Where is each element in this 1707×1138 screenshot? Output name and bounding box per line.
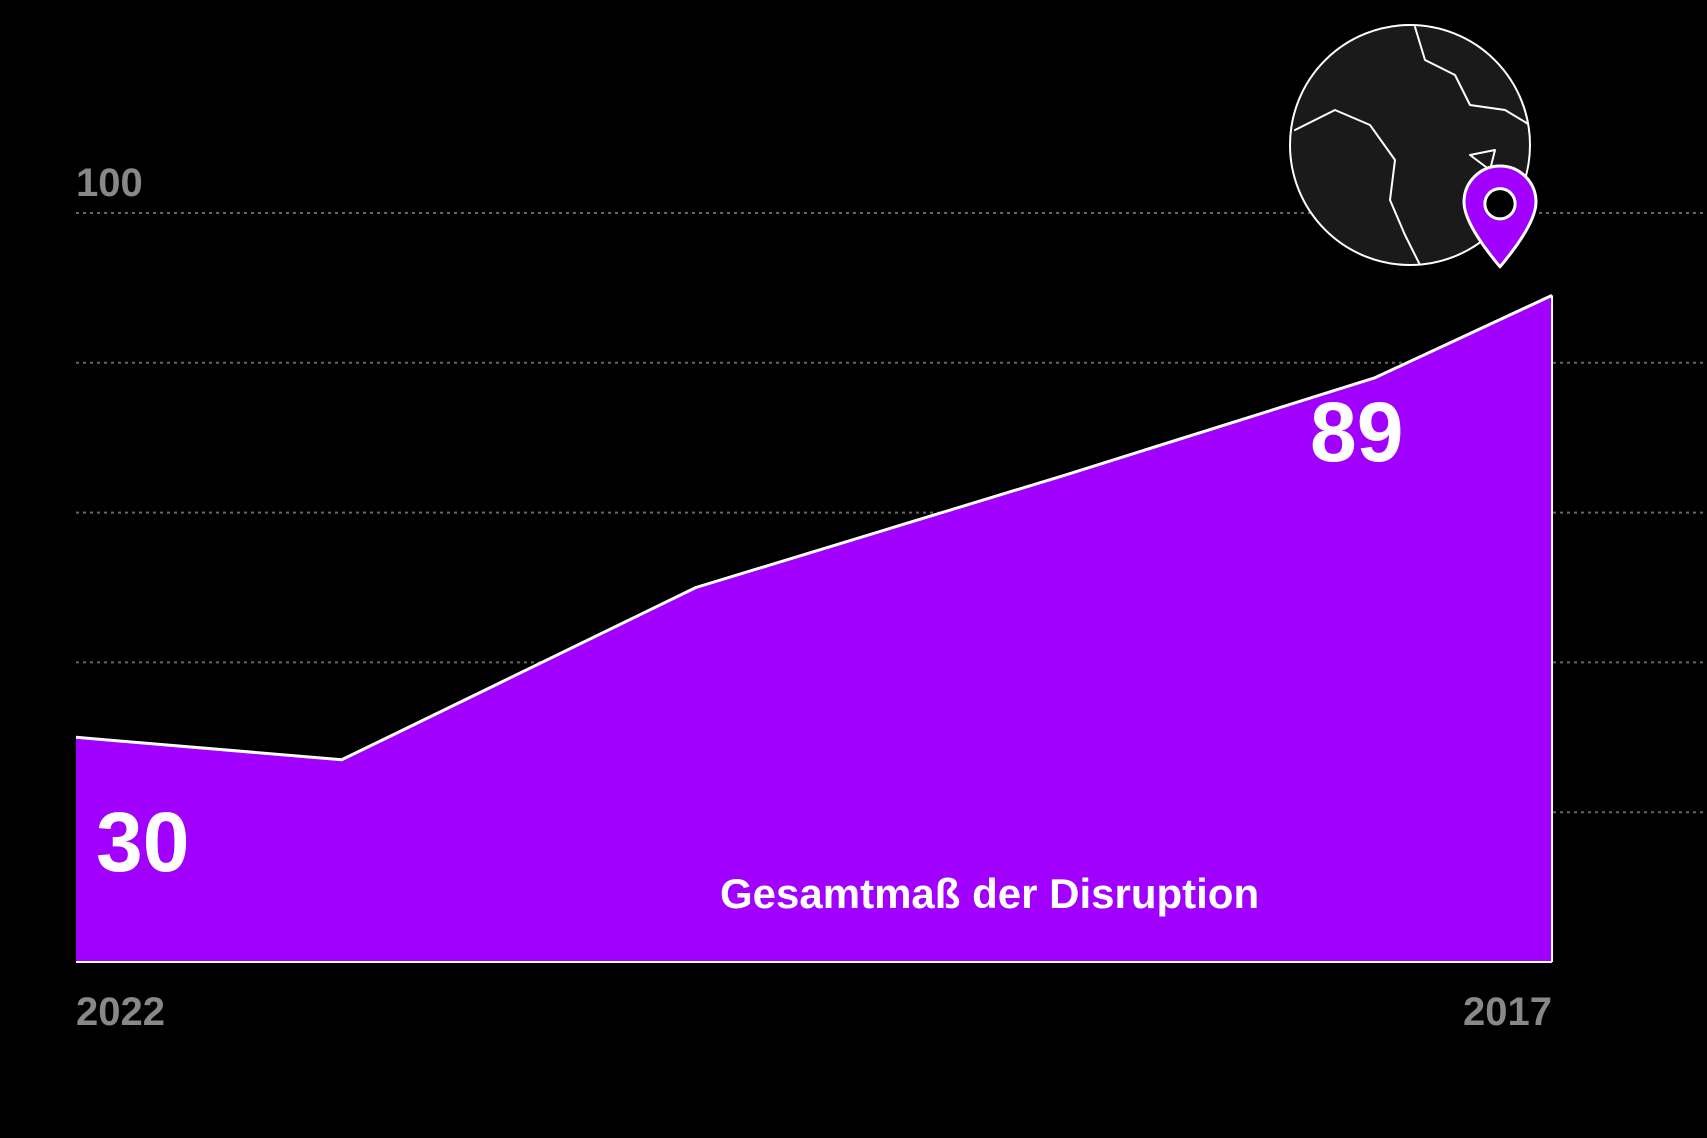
value-label: 30 <box>96 800 189 884</box>
y-axis-tick-label: 100 <box>76 161 143 206</box>
value-label: 89 <box>1310 390 1403 474</box>
disruption-area-chart <box>0 0 1707 1138</box>
x-axis-tick-label: 2022 <box>76 990 165 1035</box>
x-axis-tick-label: 2017 <box>1463 990 1552 1035</box>
series-label: Gesamtmaß der Disruption <box>720 870 1259 918</box>
chart-stage: 100 2022 2017 30 89 Gesamtmaß der Disruption <box>0 0 1707 1138</box>
